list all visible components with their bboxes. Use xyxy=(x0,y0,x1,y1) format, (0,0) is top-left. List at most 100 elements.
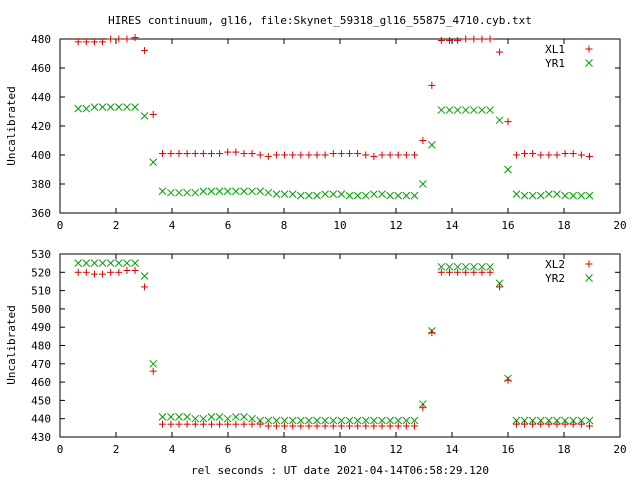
data-point xyxy=(99,38,107,46)
data-point xyxy=(529,150,537,158)
data-point xyxy=(232,420,240,428)
data-point xyxy=(272,190,281,199)
data-point xyxy=(512,416,521,425)
data-point xyxy=(410,191,419,200)
data-point xyxy=(337,416,346,425)
data-point xyxy=(321,151,329,159)
data-point xyxy=(123,103,131,112)
y-tick-label: 480 xyxy=(31,33,51,46)
data-point xyxy=(437,106,446,114)
x-tick-label: 18 xyxy=(557,443,570,456)
y-tick-label: 530 xyxy=(31,248,51,261)
data-point xyxy=(90,103,99,112)
data-point xyxy=(131,103,139,112)
data-point xyxy=(305,422,313,430)
data-point xyxy=(199,414,208,423)
data-point xyxy=(553,151,561,159)
y-tick-label: 380 xyxy=(31,178,51,191)
data-point xyxy=(585,152,593,160)
data-point xyxy=(115,35,123,43)
y-tick-label: 440 xyxy=(31,91,51,104)
data-point xyxy=(281,422,289,430)
x-tick-label: 0 xyxy=(57,219,64,232)
data-point xyxy=(123,266,131,274)
x-tick-label: 16 xyxy=(501,443,514,456)
data-point xyxy=(167,188,175,197)
y-tick-label: 470 xyxy=(31,358,51,371)
data-point xyxy=(74,259,83,268)
data-point xyxy=(419,137,427,144)
data-point xyxy=(496,283,504,291)
data-point xyxy=(98,259,107,268)
data-point xyxy=(553,416,561,425)
legend-marker xyxy=(585,45,593,53)
data-point xyxy=(114,259,123,268)
data-point xyxy=(313,416,321,425)
data-point xyxy=(354,150,362,158)
y-tick-label: 490 xyxy=(31,321,51,334)
data-point xyxy=(370,416,378,425)
data-point xyxy=(231,187,240,196)
series-yr1 xyxy=(74,103,594,200)
data-point xyxy=(361,191,370,200)
data-point xyxy=(240,420,248,428)
data-point xyxy=(512,151,520,159)
y-axis-label: Uncalibrated xyxy=(5,86,18,165)
y-tick-label: 360 xyxy=(31,207,51,220)
x-tick-label: 14 xyxy=(445,219,459,232)
data-point xyxy=(215,187,224,196)
data-point xyxy=(419,180,427,188)
data-point xyxy=(183,420,191,428)
legend-marker xyxy=(585,260,593,268)
data-point xyxy=(495,279,504,288)
data-point xyxy=(224,148,232,156)
y-tick-label: 450 xyxy=(31,394,51,407)
data-point xyxy=(123,259,131,268)
data-point xyxy=(419,404,427,412)
data-point xyxy=(386,416,394,425)
data-point xyxy=(321,190,330,199)
x-tick-label: 12 xyxy=(389,443,402,456)
data-point xyxy=(345,416,354,425)
data-point xyxy=(272,416,281,425)
data-point xyxy=(158,187,167,196)
data-point xyxy=(82,104,91,113)
data-point xyxy=(478,262,486,271)
data-point xyxy=(437,262,446,271)
data-point xyxy=(158,150,166,158)
data-point xyxy=(131,34,139,42)
data-point xyxy=(175,150,183,158)
data-point xyxy=(329,150,337,158)
data-point xyxy=(131,266,139,274)
data-point xyxy=(82,268,90,276)
data-point xyxy=(386,422,394,430)
x-tick-label: 16 xyxy=(501,219,514,232)
data-point xyxy=(313,422,321,430)
data-point xyxy=(149,158,158,167)
data-point xyxy=(158,420,166,428)
y-tick-label: 480 xyxy=(31,340,51,353)
x-tick-label: 20 xyxy=(613,443,626,456)
data-point xyxy=(305,191,313,200)
data-point xyxy=(569,191,578,200)
data-point xyxy=(232,148,240,156)
data-point xyxy=(346,422,354,430)
data-point xyxy=(445,262,454,271)
data-point xyxy=(98,103,107,112)
data-point xyxy=(175,413,183,421)
data-point xyxy=(437,268,445,276)
data-point xyxy=(248,420,256,428)
chart-panel-2: 0 2 4 6 8 10 12 14 16 18 20 430 440 450 460 470 480 490 50… xyxy=(5,248,627,477)
chart-panel-1: 0 2 4 6 8 10 12 14 16 18 20 360 380 400 420 440 460 480 Un… xyxy=(5,33,627,232)
data-point xyxy=(74,268,82,276)
y-axis-label: Uncalibrated xyxy=(5,305,18,384)
data-point xyxy=(140,272,149,280)
data-point xyxy=(167,413,175,421)
data-point xyxy=(520,191,529,200)
data-point xyxy=(470,35,478,43)
data-point xyxy=(577,420,585,428)
data-point xyxy=(115,268,123,276)
data-point xyxy=(529,420,537,428)
data-point xyxy=(82,38,90,46)
